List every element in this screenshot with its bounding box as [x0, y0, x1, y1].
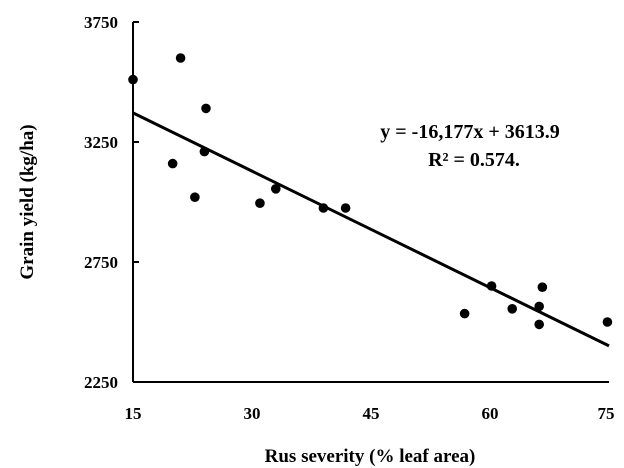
y-tick-label: 3250 [84, 133, 118, 152]
y-ticks: 3750 3250 2750 2250 [84, 13, 139, 392]
data-point [486, 281, 497, 291]
x-tick-label: 45 [363, 404, 380, 423]
data-point [602, 317, 613, 327]
data-point [190, 192, 200, 202]
trendline [132, 111, 610, 348]
x-tick-label: 15 [125, 404, 142, 423]
data-point [271, 184, 281, 194]
data-point [534, 319, 544, 330]
regression-equation: y = -16,177x + 3613.9 [380, 121, 559, 143]
data-point [199, 146, 210, 157]
x-axis-title: Rus severity (% leaf area) [265, 446, 476, 467]
y-tick-label: 2750 [84, 253, 118, 272]
data-point [340, 203, 351, 213]
data-points [128, 53, 613, 330]
y-tick-label: 3750 [84, 13, 118, 32]
data-point [507, 304, 518, 314]
data-point [534, 301, 544, 312]
data-point [167, 158, 178, 169]
r-squared-label: R² = 0.574. [428, 149, 520, 171]
data-point [201, 103, 211, 114]
data-point [128, 74, 138, 85]
data-point [537, 282, 548, 293]
data-point [318, 203, 329, 213]
y-axis-title: Grain yield (kg/ha) [17, 124, 38, 279]
plot-area: 3750 3250 2750 2250 15 30 45 60 75 y = -… [84, 13, 615, 423]
x-tick-label: 60 [482, 404, 499, 423]
x-tick-label: 75 [598, 404, 615, 423]
data-point [459, 308, 470, 319]
x-ticks: 15 30 45 60 75 [125, 404, 615, 423]
y-tick-label: 2250 [84, 373, 118, 392]
x-tick-label: 30 [244, 404, 261, 423]
data-point [175, 53, 186, 63]
data-point [255, 198, 265, 208]
